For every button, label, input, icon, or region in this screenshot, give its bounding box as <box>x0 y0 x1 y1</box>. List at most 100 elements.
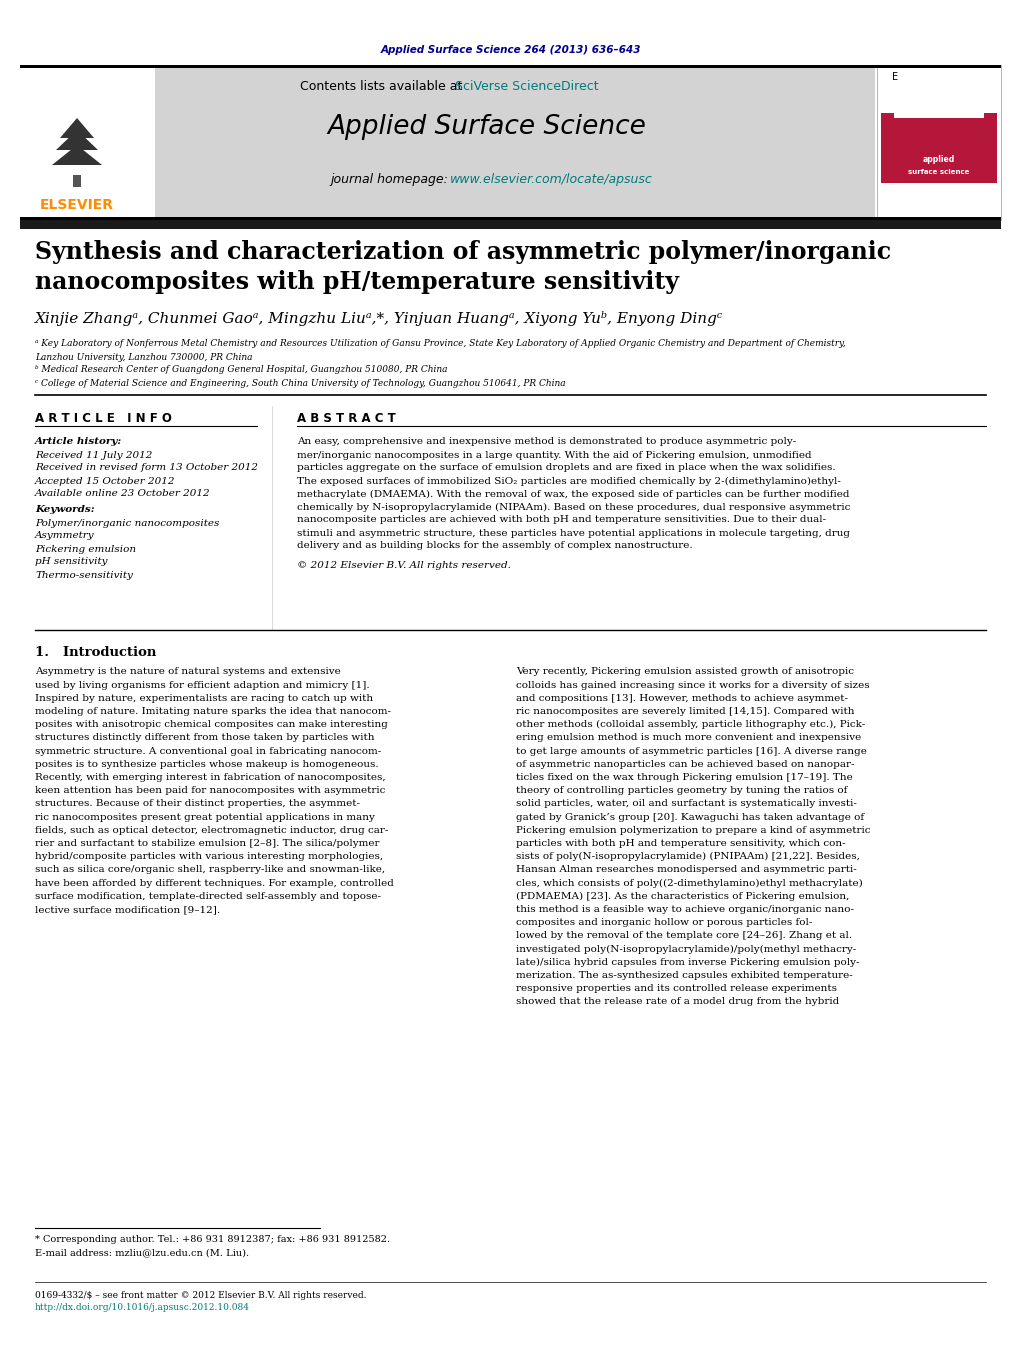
Text: colloids has gained increasing since it works for a diversity of sizes: colloids has gained increasing since it … <box>516 681 870 690</box>
Bar <box>20 218 1001 220</box>
Text: pH sensitivity: pH sensitivity <box>35 558 107 566</box>
Text: Asymmetry is the nature of natural systems and extensive: Asymmetry is the nature of natural syste… <box>35 667 341 677</box>
Text: A R T I C L E   I N F O: A R T I C L E I N F O <box>35 412 172 424</box>
Text: cles, which consists of poly((2-dimethylamino)ethyl methacrylate): cles, which consists of poly((2-dimethyl… <box>516 878 863 888</box>
Bar <box>881 82 996 113</box>
Text: Pickering emulsion polymerization to prepare a kind of asymmetric: Pickering emulsion polymerization to pre… <box>516 825 871 835</box>
Text: Very recently, Pickering emulsion assisted growth of anisotropic: Very recently, Pickering emulsion assist… <box>516 667 854 677</box>
Bar <box>72 176 81 186</box>
Text: modeling of nature. Imitating nature sparks the idea that nanocom-: modeling of nature. Imitating nature spa… <box>35 707 391 716</box>
Text: rier and surfactant to stabilize emulsion [2–8]. The silica/polymer: rier and surfactant to stabilize emulsio… <box>35 839 380 848</box>
Text: particles aggregate on the surface of emulsion droplets and are fixed in place w: particles aggregate on the surface of em… <box>297 463 835 473</box>
Text: Available online 23 October 2012: Available online 23 October 2012 <box>35 489 210 499</box>
Text: Hansan Alman researches monodispersed and asymmetric parti-: Hansan Alman researches monodispersed an… <box>516 866 857 874</box>
Text: © 2012 Elsevier B.V. All rights reserved.: © 2012 Elsevier B.V. All rights reserved… <box>297 561 510 570</box>
Text: hybrid/composite particles with various interesting morphologies,: hybrid/composite particles with various … <box>35 852 383 862</box>
Text: Lanzhou University, Lanzhou 730000, PR China: Lanzhou University, Lanzhou 730000, PR C… <box>35 353 252 362</box>
Text: this method is a feasible way to achieve organic/inorganic nano-: this method is a feasible way to achieve… <box>516 905 854 915</box>
Bar <box>20 220 1001 230</box>
Text: posites is to synthesize particles whose makeup is homogeneous.: posites is to synthesize particles whose… <box>35 759 379 769</box>
Text: showed that the release rate of a model drug from the hybrid: showed that the release rate of a model … <box>516 997 839 1006</box>
Text: gated by Granick’s group [20]. Kawaguchi has taken advantage of: gated by Granick’s group [20]. Kawaguchi… <box>516 813 864 821</box>
Text: ᶜ College of Material Science and Engineering, South China University of Technol: ᶜ College of Material Science and Engine… <box>35 378 566 388</box>
Text: theory of controlling particles geometry by tuning the ratios of: theory of controlling particles geometry… <box>516 786 847 796</box>
Text: E-mail address: mzliu@lzu.edu.cn (M. Liu).: E-mail address: mzliu@lzu.edu.cn (M. Liu… <box>35 1248 249 1258</box>
Text: Xinjie Zhangᵃ, Chunmei Gaoᵃ, Mingzhu Liuᵃ,*, Yinjuan Huangᵃ, Xiyong Yuᵇ, Enyong : Xinjie Zhangᵃ, Chunmei Gaoᵃ, Mingzhu Liu… <box>35 311 723 326</box>
Bar <box>877 65 1001 220</box>
Polygon shape <box>52 145 102 165</box>
Text: Synthesis and characterization of asymmetric polymer/inorganic: Synthesis and characterization of asymme… <box>35 240 891 263</box>
Text: chemically by N-isopropylacrylamide (NIPAAm). Based on these procedures, dual re: chemically by N-isopropylacrylamide (NIP… <box>297 503 850 512</box>
Text: surface modification, template-directed self-assembly and topose-: surface modification, template-directed … <box>35 892 381 901</box>
Text: structures. Because of their distinct properties, the asymmet-: structures. Because of their distinct pr… <box>35 800 360 808</box>
Text: to get large amounts of asymmetric particles [16]. A diverse range: to get large amounts of asymmetric parti… <box>516 747 867 755</box>
Text: ᵃ Key Laboratory of Nonferrous Metal Chemistry and Resources Utilization of Gans: ᵃ Key Laboratory of Nonferrous Metal Che… <box>35 339 845 349</box>
Text: lowed by the removal of the template core [24–26]. Zhang et al.: lowed by the removal of the template cor… <box>516 931 853 940</box>
Text: and compositions [13]. However, methods to achieve asymmet-: and compositions [13]. However, methods … <box>516 694 848 703</box>
Text: Thermo-sensitivity: Thermo-sensitivity <box>35 570 133 580</box>
Text: Applied Surface Science 264 (2013) 636–643: Applied Surface Science 264 (2013) 636–6… <box>381 45 641 55</box>
Bar <box>20 65 155 220</box>
Text: stimuli and asymmetric structure, these particles have potential applications in: stimuli and asymmetric structure, these … <box>297 528 850 538</box>
Text: nanocomposite particles are achieved with both pH and temperature sensitivities.: nanocomposite particles are achieved wit… <box>297 516 826 524</box>
Text: applied: applied <box>923 155 955 165</box>
Text: Applied Surface Science: Applied Surface Science <box>328 113 646 141</box>
Text: Polymer/inorganic nanocomposites: Polymer/inorganic nanocomposites <box>35 519 220 527</box>
Text: Accepted 15 October 2012: Accepted 15 October 2012 <box>35 477 176 485</box>
Text: particles with both pH and temperature sensitivity, which con-: particles with both pH and temperature s… <box>516 839 845 848</box>
Text: solid particles, water, oil and surfactant is systematically investi-: solid particles, water, oil and surfacta… <box>516 800 857 808</box>
Text: ric nanocomposites present great potential applications in many: ric nanocomposites present great potenti… <box>35 813 375 821</box>
Text: Received 11 July 2012: Received 11 July 2012 <box>35 450 152 459</box>
Text: * Corresponding author. Tel.: +86 931 8912387; fax: +86 931 8912582.: * Corresponding author. Tel.: +86 931 89… <box>35 1236 390 1244</box>
Text: The exposed surfaces of immobilized SiO₂ particles are modified chemically by 2-: The exposed surfaces of immobilized SiO₂… <box>297 477 841 485</box>
Text: lective surface modification [9–12].: lective surface modification [9–12]. <box>35 905 221 915</box>
Text: of asymmetric nanoparticles can be achieved based on nanopar-: of asymmetric nanoparticles can be achie… <box>516 759 855 769</box>
Text: E: E <box>892 72 898 82</box>
Text: composites and inorganic hollow or porous particles fol-: composites and inorganic hollow or porou… <box>516 919 813 927</box>
Text: Pickering emulsion: Pickering emulsion <box>35 544 136 554</box>
Polygon shape <box>60 118 94 138</box>
Text: such as silica core/organic shell, raspberry-like and snowman-like,: such as silica core/organic shell, raspb… <box>35 866 385 874</box>
Bar <box>20 65 1001 68</box>
Text: investigated poly(N-isopropylacrylamide)/poly(methyl methacry-: investigated poly(N-isopropylacrylamide)… <box>516 944 857 954</box>
Text: Inspired by nature, experimentalists are racing to catch up with: Inspired by nature, experimentalists are… <box>35 694 373 703</box>
Bar <box>881 82 996 182</box>
Text: ELSEVIER: ELSEVIER <box>40 199 114 212</box>
Text: 1.   Introduction: 1. Introduction <box>35 646 156 658</box>
Text: Asymmetry: Asymmetry <box>35 531 95 540</box>
Text: methacrylate (DMAEMA). With the removal of wax, the exposed side of particles ca: methacrylate (DMAEMA). With the removal … <box>297 489 849 499</box>
Text: have been afforded by different techniques. For example, controlled: have been afforded by different techniqu… <box>35 878 394 888</box>
Text: 0169-4332/$ – see front matter © 2012 Elsevier B.V. All rights reserved.: 0169-4332/$ – see front matter © 2012 El… <box>35 1290 367 1300</box>
Text: responsive properties and its controlled release experiments: responsive properties and its controlled… <box>516 985 837 993</box>
Text: surface science: surface science <box>909 169 970 176</box>
Text: mer/inorganic nanocomposites in a large quantity. With the aid of Pickering emul: mer/inorganic nanocomposites in a large … <box>297 450 812 459</box>
Text: keen attention has been paid for nanocomposites with asymmetric: keen attention has been paid for nanocom… <box>35 786 385 796</box>
Text: Received in revised form 13 October 2012: Received in revised form 13 October 2012 <box>35 463 258 473</box>
Text: sists of poly(N-isopropylacrylamide) (PNIPAAm) [21,22]. Besides,: sists of poly(N-isopropylacrylamide) (PN… <box>516 852 860 862</box>
Text: other methods (colloidal assembly, particle lithography etc.), Pick-: other methods (colloidal assembly, parti… <box>516 720 865 730</box>
Text: (PDMAEMA) [23]. As the characteristics of Pickering emulsion,: (PDMAEMA) [23]. As the characteristics o… <box>516 892 849 901</box>
Text: ering emulsion method is much more convenient and inexpensive: ering emulsion method is much more conve… <box>516 734 862 743</box>
Text: ticles fixed on the wax through Pickering emulsion [17–19]. The: ticles fixed on the wax through Pickerin… <box>516 773 853 782</box>
Text: fields, such as optical detector, electromagnetic inductor, drug car-: fields, such as optical detector, electr… <box>35 825 388 835</box>
Text: Article history:: Article history: <box>35 438 123 446</box>
Polygon shape <box>56 130 98 150</box>
Text: used by living organisms for efficient adaption and mimicry [1].: used by living organisms for efficient a… <box>35 681 370 690</box>
Text: late)/silica hybrid capsules from inverse Pickering emulsion poly-: late)/silica hybrid capsules from invers… <box>516 958 860 967</box>
Text: delivery and as building blocks for the assembly of complex nanostructure.: delivery and as building blocks for the … <box>297 542 692 550</box>
Bar <box>20 65 875 220</box>
Text: An easy, comprehensive and inexpensive method is demonstrated to produce asymmet: An easy, comprehensive and inexpensive m… <box>297 438 796 446</box>
Text: symmetric structure. A conventional goal in fabricating nanocom-: symmetric structure. A conventional goal… <box>35 747 381 755</box>
Text: merization. The as-synthesized capsules exhibited temperature-: merization. The as-synthesized capsules … <box>516 971 853 979</box>
Text: structures distinctly different from those taken by particles with: structures distinctly different from tho… <box>35 734 375 743</box>
Text: journal homepage:: journal homepage: <box>330 173 452 186</box>
Text: www.elsevier.com/locate/apsusc: www.elsevier.com/locate/apsusc <box>450 173 652 186</box>
Text: posites with anisotropic chemical composites can make interesting: posites with anisotropic chemical compos… <box>35 720 388 730</box>
Text: Recently, with emerging interest in fabrication of nanocomposites,: Recently, with emerging interest in fabr… <box>35 773 386 782</box>
Text: nanocomposites with pH/temperature sensitivity: nanocomposites with pH/temperature sensi… <box>35 270 679 295</box>
Text: http://dx.doi.org/10.1016/j.apsusc.2012.10.084: http://dx.doi.org/10.1016/j.apsusc.2012.… <box>35 1304 250 1313</box>
Text: Keywords:: Keywords: <box>35 505 95 515</box>
Text: ᵇ Medical Research Center of Guangdong General Hospital, Guangzhou 510080, PR Ch: ᵇ Medical Research Center of Guangdong G… <box>35 366 447 374</box>
Text: ric nanocomposites are severely limited [14,15]. Compared with: ric nanocomposites are severely limited … <box>516 707 855 716</box>
Text: SciVerse ScienceDirect: SciVerse ScienceDirect <box>455 81 598 93</box>
